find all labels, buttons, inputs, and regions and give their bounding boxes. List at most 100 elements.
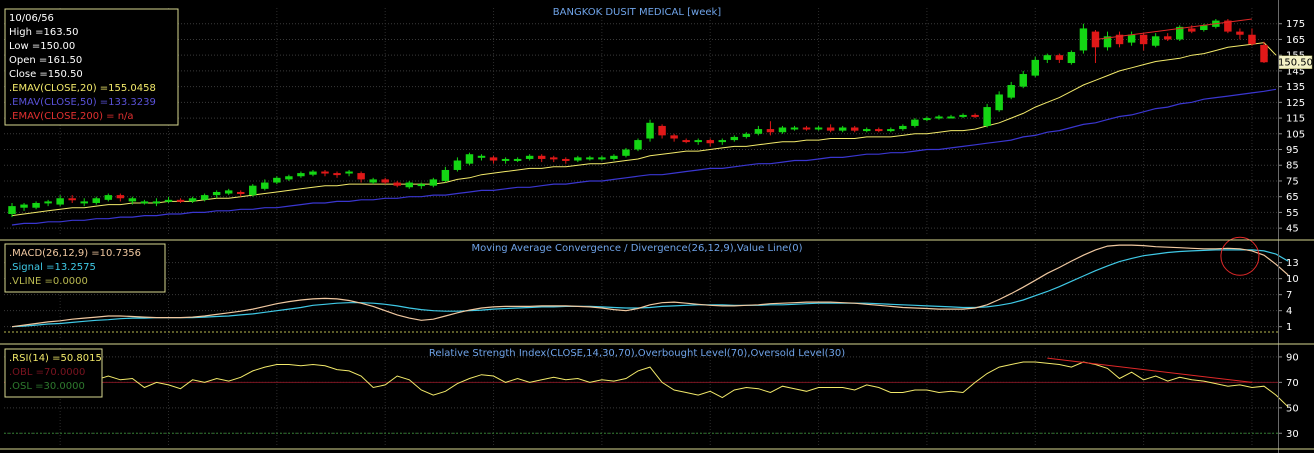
candle-body [562,158,570,161]
ema50-line [11,88,1277,226]
y-tick-label: 10 [1286,274,1299,285]
info-osl: .OSL =30.0000 [9,381,85,392]
rsi-lines [4,361,1289,434]
candle-body [1115,34,1124,45]
info-ema50: .EMAV(CLOSE,50) =133.3239 [9,97,156,108]
candle-body [92,198,101,203]
candle-body [634,140,642,150]
y-tick-label: 75 [1286,176,1299,187]
candle-body [1127,34,1136,43]
candle-body [814,127,823,130]
info-date: 10/06/56 [9,13,54,24]
candle-body [1188,28,1196,32]
info-obl: .OBL =70.0000 [9,367,85,378]
candle-body [236,191,245,194]
candle-body [116,195,125,199]
info-signal: .Signal =13.2575 [9,262,96,273]
candle-body [742,133,751,137]
candle-body [1200,25,1208,31]
info-high: High =163.50 [9,27,79,38]
candle-body [682,140,690,143]
candle-body [465,154,474,164]
y-tick-label: 125 [1286,98,1305,109]
candle-body [224,190,233,194]
y-tick-label: 70 [1286,378,1299,389]
candle-body [1236,31,1244,35]
y-tick-label: 145 [1286,66,1305,77]
candle-body [525,155,534,159]
candle-body [489,157,498,161]
candle-body [1248,34,1256,45]
macd-chart-title: Moving Average Convergence / Divergence(… [472,243,803,254]
macd-lines [4,244,1289,333]
candle-body [1067,52,1076,64]
candle-body [405,182,414,188]
candle-body [261,182,269,189]
candle-body [453,160,462,170]
candle-body [838,127,847,131]
rsi-divergence-trendline [1047,357,1253,383]
info-rsi: .RSI(14) =50.8015 [9,353,102,364]
rsi-info-box: .RSI(14) =50.8015 .OBL =70.0000 .OSL =30… [4,348,103,398]
ema20-line-group [11,42,1277,217]
candle-body [152,201,161,204]
candle-body [802,127,811,130]
y-tick-label: 1 [1286,322,1292,333]
price-panel: 455565758595105115125135145155165175 150… [4,7,1313,236]
candle-body [850,127,859,131]
candle-body [1079,28,1088,51]
candle-body [586,157,594,160]
info-macd: .MACD(26,12,9) =10.7356 [9,248,141,259]
candle-body [309,171,317,175]
candle-body [875,129,883,132]
candle-body [393,182,401,186]
candle-body [140,201,149,204]
candle-body [754,129,763,134]
candle-body [622,149,630,156]
candle-body [345,171,353,174]
price-annotations: 150.50 [1095,18,1313,69]
info-close: Close =150.50 [9,69,83,80]
candle-body [1175,26,1184,40]
candle-body [477,155,486,158]
y-tick-label: 45 [1286,224,1299,235]
candle-body [935,116,943,119]
candle-body [537,155,546,159]
candle-body [574,157,582,161]
macd-annotations [1220,236,1260,276]
candle-body [1019,74,1027,87]
candle-body [971,114,979,117]
candle-body [513,158,522,161]
y-tick-label: 4 [1286,306,1292,317]
y-tick-label: 55 [1286,208,1299,219]
price-chart-title: BANGKOK DUSIT MEDICAL [week] [553,7,721,18]
candle-body [32,202,40,208]
rsi-panel: 30 50 70 90 Relative Strength Index(CLOSE,1… [4,348,1299,446]
candle-body [1224,20,1232,32]
candle-body [429,179,438,186]
macd-panel: 1 4 7 10 13 Moving Average Convergence / Div… [4,236,1299,340]
y-tick-label: 50 [1286,403,1299,414]
candle-body [1103,36,1112,48]
info-low: Low =150.00 [9,41,75,52]
candle-body [959,114,967,117]
candle-body [297,173,305,177]
macd-line [11,244,1289,328]
y-tick-label: 175 [1286,19,1305,30]
candle-body [417,184,426,187]
candle-body [44,201,52,204]
candle-body [68,198,76,201]
candle-body [1260,44,1268,63]
candle-body [285,176,293,180]
candle-body [1055,55,1064,60]
y-tick-label: 13 [1286,258,1299,269]
candle-body [947,116,955,119]
candle-body [333,173,341,176]
candle-body [381,179,389,183]
candle-body [911,119,919,126]
y-tick-label: 165 [1286,35,1305,46]
crossover-circle [1220,236,1260,276]
candle-body [862,129,871,132]
price-info-box: 10/06/56 High =163.50 Low =150.00 Open =… [4,8,179,126]
